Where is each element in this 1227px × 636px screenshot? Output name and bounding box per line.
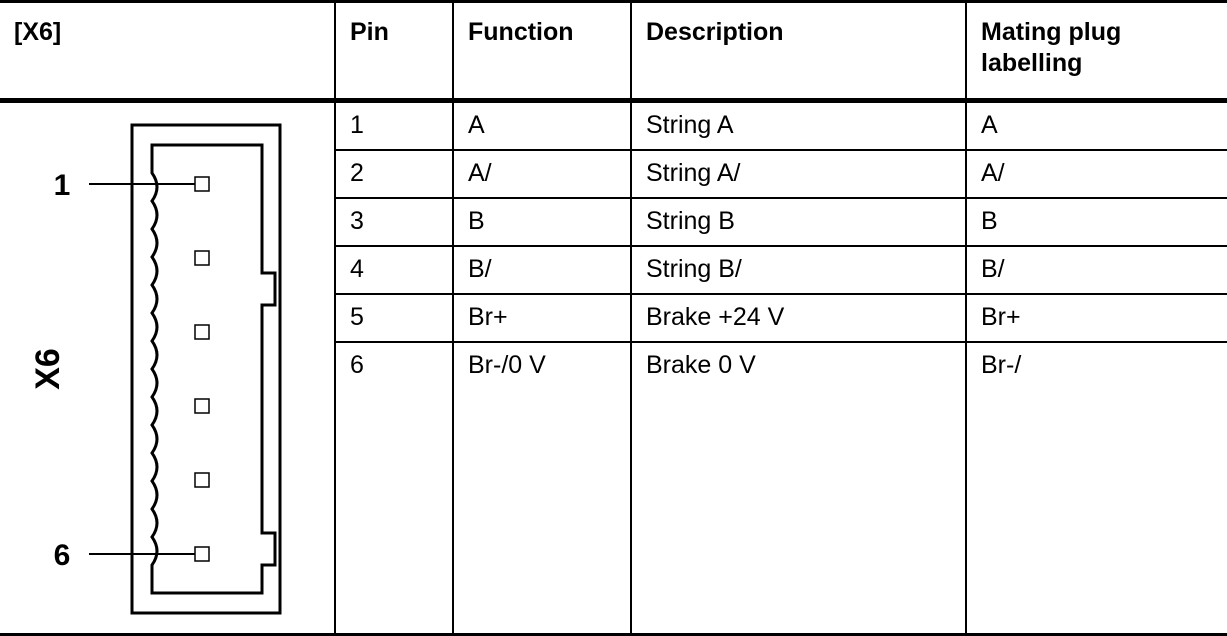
cell-description: String B [631,198,966,246]
cell-mating: B [966,198,1227,246]
connector-diagram-cell: 1 6 X6 [0,100,335,633]
header-function: Function [453,3,631,100]
cell-pin: 4 [335,246,453,294]
cell-function: B/ [453,246,631,294]
svg-text:1: 1 [54,169,71,202]
cell-function: A/ [453,150,631,198]
pinout-table-container: [X6] Pin Function Description Mating plu… [0,0,1227,636]
pinout-table: [X6] Pin Function Description Mating plu… [0,3,1227,633]
cell-function: B [453,198,631,246]
svg-text:6: 6 [54,539,71,572]
cell-mating: A/ [966,150,1227,198]
header-connector: [X6] [0,3,335,100]
connector-diagram: 1 6 X6 [17,115,317,621]
cell-mating: Br-/ [966,342,1227,633]
header-mating: Mating plug labelling [966,3,1227,100]
cell-mating: Br+ [966,294,1227,342]
cell-function: A [453,100,631,150]
header-description: Description [631,3,966,100]
cell-pin: 6 [335,342,453,633]
cell-pin: 1 [335,100,453,150]
cell-pin: 3 [335,198,453,246]
svg-text:X6: X6 [29,348,67,390]
cell-description: Brake 0 V [631,342,966,633]
cell-function: Br+ [453,294,631,342]
table-row: 1 6 X6 1AString AA [0,100,1227,150]
cell-description: String A/ [631,150,966,198]
cell-mating: A [966,100,1227,150]
cell-pin: 5 [335,294,453,342]
cell-description: Brake +24 V [631,294,966,342]
cell-description: String B/ [631,246,966,294]
cell-pin: 2 [335,150,453,198]
header-pin: Pin [335,3,453,100]
cell-function: Br-/0 V [453,342,631,633]
cell-mating: B/ [966,246,1227,294]
cell-description: String A [631,100,966,150]
